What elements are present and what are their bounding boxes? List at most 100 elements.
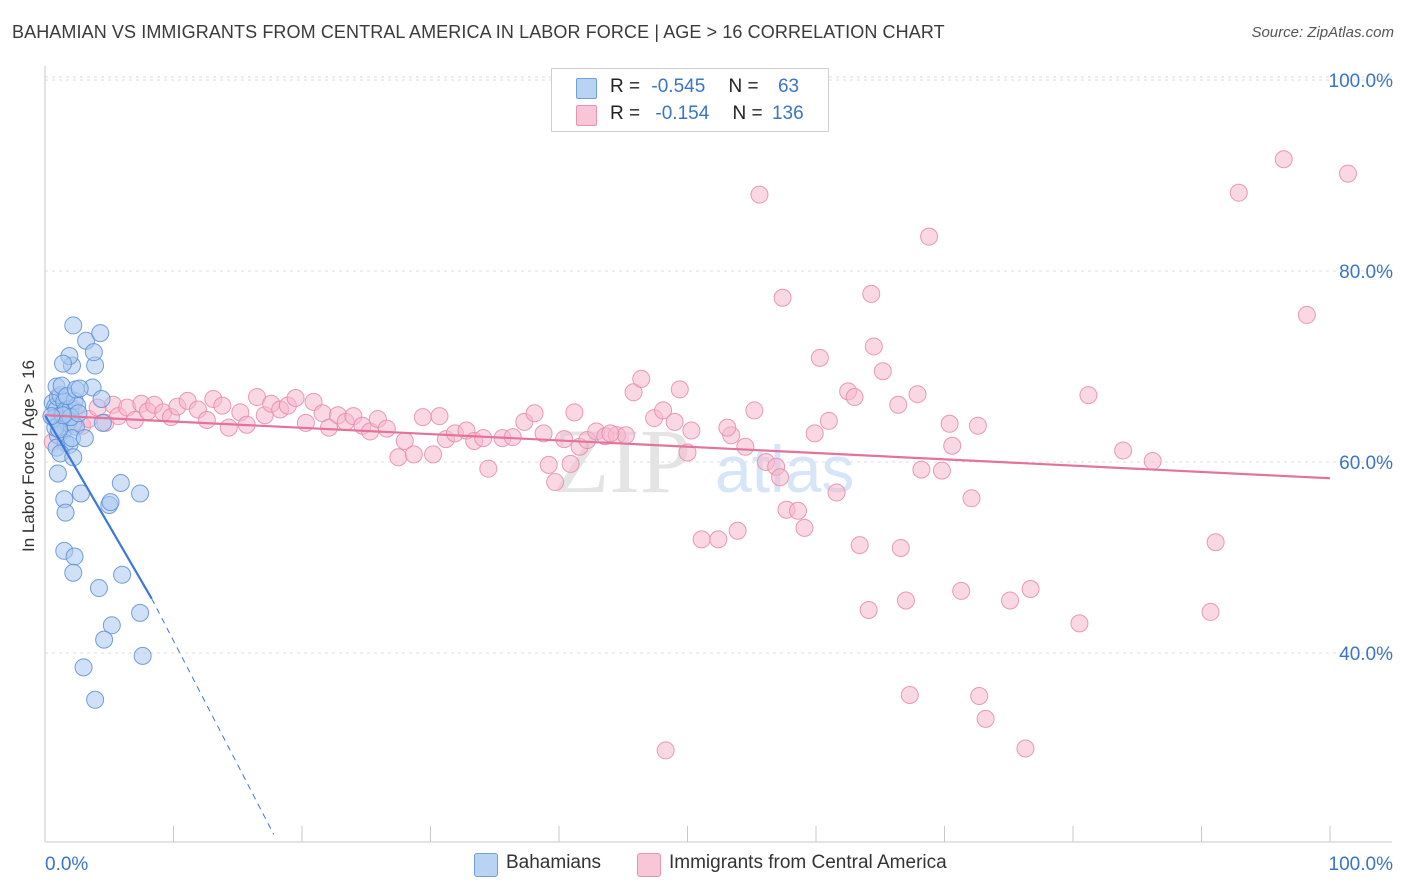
central-america-point: [805, 424, 824, 443]
central-america-point: [286, 389, 305, 408]
central-america-point: [736, 437, 755, 456]
central-america-point: [1297, 305, 1316, 324]
central-america-point: [692, 530, 711, 549]
central-america-point: [670, 380, 689, 399]
central-america-point: [1001, 591, 1020, 610]
x-tick-label-max: 100.0%: [1329, 854, 1394, 875]
central-america-point: [968, 416, 987, 435]
r-label: R =: [610, 76, 641, 97]
bahamians-point: [64, 316, 83, 335]
central-america-point: [773, 288, 792, 307]
central-america-point: [616, 426, 635, 445]
central-america-point: [1206, 533, 1225, 552]
central-america-point: [546, 473, 565, 492]
central-america-point: [430, 407, 449, 426]
central-america-point: [873, 362, 892, 381]
source-label: Source: ZipAtlas.com: [1251, 24, 1394, 41]
central-america-point: [789, 501, 808, 520]
y-tick-label: 100.0%: [1329, 71, 1394, 92]
y-axis-title: In Labor Force | Age > 16: [19, 360, 38, 552]
central-america-point: [1016, 739, 1035, 758]
bahamians-point: [75, 429, 94, 448]
bahamians-point: [101, 493, 120, 512]
central-america-point: [479, 459, 498, 478]
bahamians-point: [91, 324, 110, 343]
central-america-point: [771, 468, 790, 487]
bahamians-trend-line: [44, 414, 153, 600]
central-america-point: [900, 686, 919, 705]
central-america-point: [745, 401, 764, 420]
central-america-point: [424, 445, 443, 464]
central-america-point: [962, 489, 981, 508]
central-america-point: [213, 396, 232, 415]
central-america-point: [864, 337, 883, 356]
central-america-point: [1114, 441, 1133, 460]
bahamians-swatch: [576, 78, 597, 99]
central-america-swatch: [576, 105, 597, 126]
central-america-point: [810, 348, 829, 367]
central-america-point: [1021, 580, 1040, 599]
central-america-point: [976, 709, 995, 728]
central-america-point: [1338, 164, 1357, 183]
n-label: N =: [728, 76, 759, 97]
bahamians-point: [92, 389, 111, 408]
central-america-point: [665, 412, 684, 431]
bahamians-point: [131, 603, 150, 622]
central-america-point: [920, 227, 939, 246]
bahamians-point: [95, 630, 114, 649]
central-america-point: [377, 419, 396, 438]
y-tick-label: 60.0%: [1339, 453, 1393, 474]
central-america-point: [632, 369, 651, 388]
bahamians-legend-swatch: [474, 853, 498, 877]
central-america-trend-line: [44, 414, 1331, 480]
central-america-point: [555, 430, 574, 449]
bahamians-point: [65, 547, 84, 566]
bahamians-trend-extension: [151, 598, 275, 835]
correlation-stats-box: R = -0.545 N = 63 R = -0.154 N = 136: [551, 68, 829, 132]
central-america-point: [862, 284, 881, 303]
central-america-point: [912, 460, 931, 479]
r-value-central-america: -0.154: [655, 103, 710, 124]
central-america-point: [474, 429, 493, 448]
trend-lines: [44, 414, 1331, 835]
bahamians-point: [131, 484, 150, 503]
bahamians-point: [89, 579, 108, 598]
chart-title: BAHAMIAN VS IMMIGRANTS FROM CENTRAL AMER…: [12, 22, 945, 42]
central-america-point: [795, 518, 814, 537]
central-america-point: [534, 424, 553, 443]
central-america-point: [1201, 602, 1220, 621]
central-america-point: [709, 530, 728, 549]
central-america-point: [219, 418, 238, 437]
bahamians-point: [53, 354, 72, 373]
r-value-bahamians: -0.545: [651, 76, 706, 97]
central-america-point: [624, 383, 643, 402]
central-america-point: [197, 410, 216, 429]
central-america-point: [1143, 452, 1162, 471]
central-america-point: [601, 424, 620, 443]
central-america-point: [896, 591, 915, 610]
central-america-point: [682, 421, 701, 440]
x-tick-label-min: 0.0%: [45, 854, 88, 875]
central-america-point: [404, 445, 423, 464]
central-america-point: [889, 395, 908, 414]
central-america-point: [389, 448, 408, 467]
central-america-point: [561, 454, 580, 473]
bahamians-point: [133, 646, 152, 665]
central-america-point: [539, 455, 558, 474]
n-value-bahamians: 63: [777, 76, 800, 97]
central-america-point: [952, 581, 971, 600]
bahamians-point: [48, 464, 67, 483]
central-america-point: [1070, 614, 1089, 633]
grid-lines: [45, 76, 1392, 654]
bahamians-point: [111, 474, 130, 493]
central-america-point: [565, 403, 584, 422]
bahamians-point: [84, 343, 103, 362]
n-label: N =: [732, 103, 763, 124]
bahamians-point: [74, 658, 93, 677]
central-america-point: [656, 741, 675, 760]
bahamians-point: [70, 379, 89, 398]
central-america-point: [850, 536, 869, 555]
central-america-point: [728, 521, 747, 540]
n-value-central-america: 136: [771, 103, 804, 124]
